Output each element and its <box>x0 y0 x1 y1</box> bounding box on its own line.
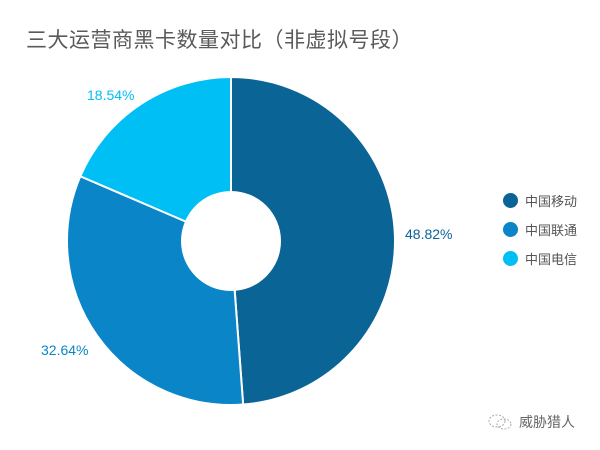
donut-hole <box>181 191 281 291</box>
legend-dot-icon <box>503 251 518 266</box>
legend-item-china-telecom[interactable]: 中国电信 <box>503 244 577 273</box>
legend-label: 中国移动 <box>525 195 578 210</box>
legend-label: 中国联通 <box>525 224 578 239</box>
chart-title: 三大运营商黑卡数量对比（非虚拟号段） <box>26 28 413 52</box>
watermark: 威胁猎人 <box>487 412 575 432</box>
slice-2[interactable] <box>79 75 232 243</box>
wechat-icon <box>488 414 512 430</box>
label-china-telecom: 18.54% <box>87 87 135 103</box>
label-china-mobile: 48.82% <box>405 226 453 242</box>
legend-item-china-unicom[interactable]: 中国联通 <box>503 215 577 244</box>
watermark-text: 威胁猎人 <box>519 415 575 431</box>
legend-dot-icon <box>503 222 518 237</box>
slice-0[interactable] <box>230 75 396 406</box>
legend-dot-icon <box>503 193 518 208</box>
legend-item-china-mobile[interactable]: 中国移动 <box>503 186 577 215</box>
label-china-unicom: 32.64% <box>41 342 89 358</box>
legend: 中国移动 中国联通 中国电信 <box>503 186 577 273</box>
legend-label: 中国电信 <box>525 253 578 268</box>
